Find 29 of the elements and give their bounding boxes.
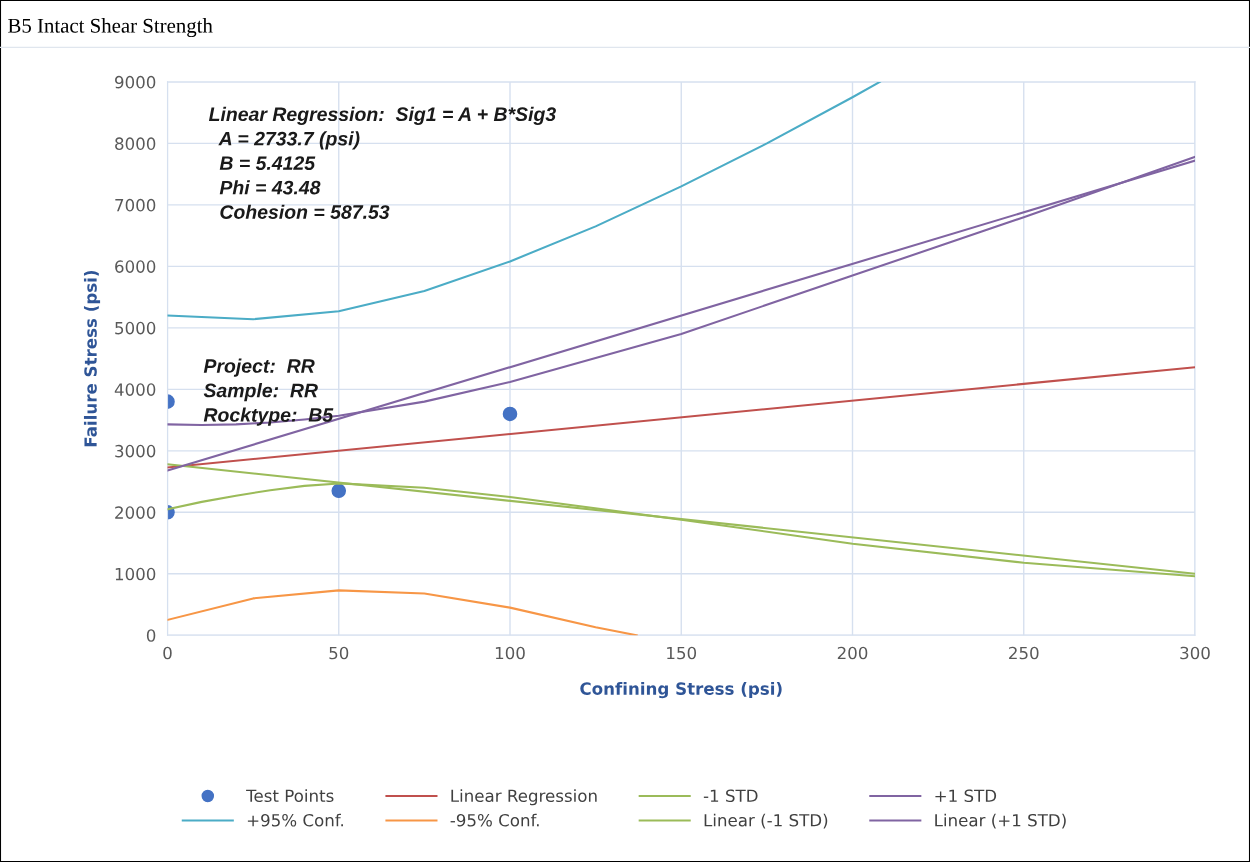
x-tick-label: 300 [1180,646,1210,660]
y-tick-label: 1000 [115,567,156,581]
y-tick-label: 3000 [115,444,156,458]
x-tick-label: 250 [1009,646,1039,660]
x-tick-label: 150 [667,646,697,660]
x-tick-label: 50 [329,646,349,660]
annotation: Linear Regression: Sig1 = A + B*Sig3 A = 2733.7 (psi) B = 5.4125 Phi = 43.48 Cohesion = 587.53 [208,106,556,219]
y-tick-label: 8000 [115,137,156,150]
x-axis-title: Confining Stress (psi) [580,681,782,699]
y-tick-label: 6000 [115,260,156,273]
legend-label: +95% Conf. [247,813,343,827]
x-tick-label: 100 [495,646,525,660]
chart-title: B5 Intact Shear Strength [8,18,213,38]
legend-label: -95% Conf. [450,813,539,827]
y-axis-title: Failure Stress (psi) [83,270,101,447]
y-tick-label: 5000 [115,321,156,335]
y-tick-label: 4000 [114,383,156,396]
y-tick-label: 9000 [115,75,156,89]
y-tick-label: 7000 [115,198,156,212]
legend-label: -1 STD [703,789,758,803]
legend-label: Linear Regression [451,789,597,806]
legend-label: +1 STD [935,789,997,803]
y-tick-label: 0 [146,629,156,642]
legend-label: Linear (+1 STD) [935,813,1066,829]
legend-label: Test Points [246,789,334,803]
y-tick-label: 2000 [115,506,156,519]
legend-label: Linear (-1 STD) [704,813,828,829]
x-tick-label: 0 [163,646,172,660]
x-tick-label: 200 [837,646,868,660]
